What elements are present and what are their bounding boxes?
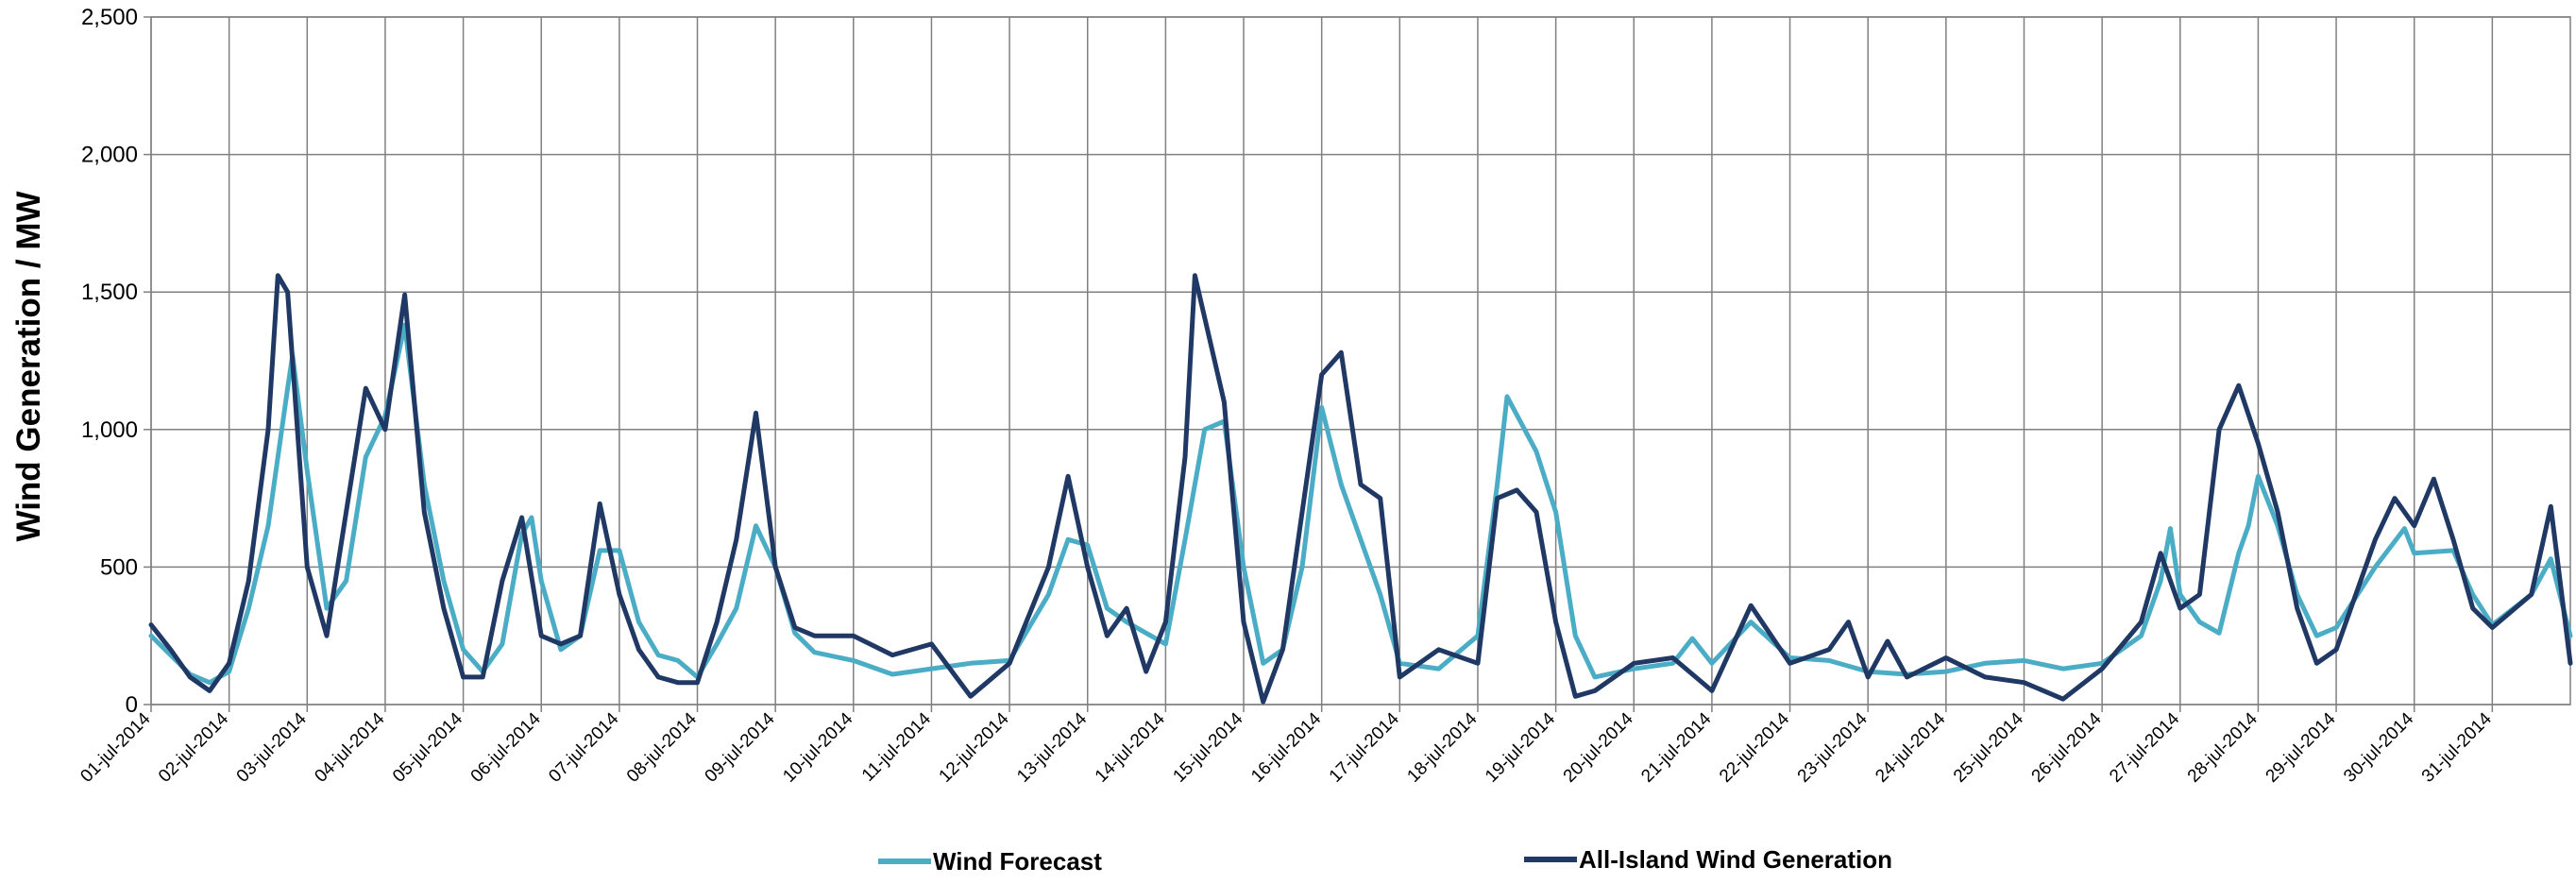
y-tick-label: 1,500 [81, 280, 138, 305]
legend-label: Wind Forecast [933, 847, 1102, 876]
y-tick-label: 500 [100, 554, 138, 580]
y-tick-label: 2,500 [81, 5, 138, 30]
legend-label: All-Island Wind Generation [1579, 845, 1892, 874]
y-axis-label: Wind Generation / MW [10, 191, 47, 541]
legend: Wind Forecast All-Island Wind Generation [878, 845, 1892, 876]
y-tick-label: 1,000 [81, 417, 138, 443]
y-tick-label: 0 [126, 692, 138, 718]
y-tick-label: 2,000 [81, 143, 138, 168]
series-layer [148, 273, 2573, 705]
series-line-wind-forecast [148, 322, 2573, 686]
series-line-all-island-wind-generation [148, 273, 2573, 705]
grid [150, 16, 2571, 706]
